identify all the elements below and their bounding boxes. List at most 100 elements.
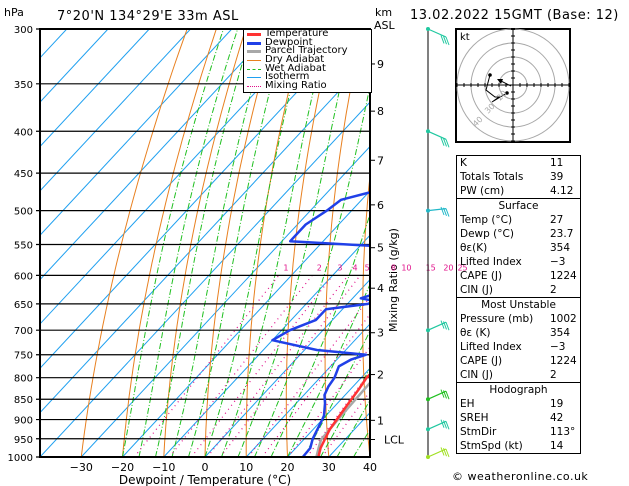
index-value: 1002 [550, 313, 577, 325]
mixing-ratio-label: 5 [365, 263, 370, 272]
section-title: Surface [498, 200, 539, 212]
index-label: Pressure (mb) [460, 313, 534, 325]
index-value: 11 [550, 157, 564, 169]
section-title: Hodograph [489, 384, 548, 396]
barb-feather [440, 35, 445, 44]
index-label: PW (cm) [460, 185, 505, 197]
isotherm-line [40, 29, 150, 148]
legend-item: Parcel Trajectory [244, 45, 371, 57]
index-row: Lifted Index −3 [457, 255, 580, 269]
mixing-ratio-label: 3 [337, 263, 342, 272]
index-row: K 11 [457, 156, 580, 170]
dry-adiabat-line [596, 29, 629, 457]
height-tick-label: 1 [377, 414, 384, 427]
x-tick-label: −20 [111, 461, 134, 474]
legend-label: Parcel Trajectory [265, 45, 348, 57]
index-value: 19 [550, 398, 564, 410]
index-value: 23.7 [550, 228, 574, 240]
dry-adiabat-line [626, 29, 629, 457]
mixing-ratio-label: 4 [353, 263, 358, 272]
legend-swatch [247, 85, 261, 87]
barb-feather [443, 448, 447, 457]
mixing-ratio-axis-title: Mixing Ratio (g/kg) [387, 228, 400, 332]
indices-table: K 11 Totals Totals 39 PW (cm) 4.12 Surface Tem… [456, 155, 581, 454]
wet-adiabat-line [221, 29, 329, 457]
asl-label: ASL [374, 19, 395, 32]
legend-swatch [247, 77, 261, 79]
height-tick-label: 9 [377, 58, 384, 71]
mixing-ratio-label: 1 [283, 263, 288, 272]
barb-feather [445, 391, 450, 400]
barb-feather [443, 390, 447, 399]
index-label: CAPE (J) [460, 270, 503, 282]
pressure-tick-label: 550 [14, 240, 33, 251]
x-axis-title: Dewpoint / Temperature (°C) [119, 473, 291, 486]
mixing-ratio-line [261, 313, 370, 457]
wet-adiabat-line [155, 29, 254, 457]
barb-feather [440, 389, 445, 398]
parcel-trajectory-line [315, 380, 370, 457]
storm-motion-arrow [497, 79, 503, 84]
index-value: 2 [550, 284, 557, 296]
barb-shaft [427, 448, 447, 458]
isotherm-line [287, 367, 370, 457]
barb-feather [445, 208, 450, 217]
height-tick-label: 8 [377, 105, 384, 118]
isotherm-line [40, 101, 370, 457]
pressure-tick-label: 950 [14, 435, 33, 446]
index-label: Temp (°C) [460, 214, 513, 226]
barb-shaft [427, 390, 447, 400]
index-value: 27 [550, 214, 564, 226]
wind-barb [426, 320, 450, 333]
mixing-ratio-label: 20 [443, 263, 453, 272]
legend-item: Temperature [244, 29, 371, 39]
index-value: 1224 [550, 270, 577, 282]
legend-label: Dry Adiabat [265, 54, 325, 66]
index-value: 113° [550, 426, 576, 438]
section-title: Most Unstable [481, 299, 556, 311]
isotherm-line [40, 29, 109, 103]
dry-adiabat-line [80, 29, 188, 457]
plot-frame [39, 28, 371, 458]
isotherm-line [204, 278, 370, 457]
barb-feather [443, 207, 447, 216]
index-row: CIN (J) 2 [457, 368, 580, 382]
index-value: 354 [550, 242, 571, 254]
wind-barbs [426, 27, 450, 459]
x-tick-label: −30 [70, 461, 93, 474]
height-tick-label: 5 [377, 242, 384, 255]
barb-feather [443, 138, 447, 147]
legend-item: Dry Adiabat [244, 54, 371, 66]
barb-feather [443, 36, 447, 45]
mixing-ratio-label: 25 [457, 263, 467, 272]
barb-feather [445, 322, 450, 331]
barb-feather [445, 36, 450, 46]
index-value: 1224 [550, 355, 577, 367]
index-label: θε (K) [460, 327, 491, 339]
mixing-ratio-line [321, 390, 370, 457]
barb-feather [445, 448, 450, 458]
index-label: Totals Totals [460, 171, 524, 183]
barb-shaft [427, 28, 447, 38]
datetime-title: 13.02.2022 15GMT (Base: 12) [410, 8, 619, 23]
height-tick-label: 2 [377, 369, 384, 382]
pressure-unit-label: hPa [4, 6, 24, 19]
x-tick-label: 10 [239, 461, 253, 474]
index-row: Pressure (mb) 1002 [457, 312, 580, 326]
index-label: EH [460, 398, 475, 410]
index-label: CIN (J) [460, 284, 493, 296]
mixing-ratio-label: 8 [391, 263, 396, 272]
dry-adiabat-line [122, 29, 217, 457]
hodograph-point [505, 91, 509, 95]
index-row: CAPE (J) 1224 [457, 354, 580, 368]
wind-barb [426, 129, 450, 148]
temperature-line [317, 372, 370, 457]
barb-feather [440, 447, 445, 456]
legend-item: Wet Adiabat [244, 63, 371, 74]
pressure-tick-label: 400 [14, 127, 33, 138]
index-row: Totals Totals 39 [457, 170, 580, 184]
isotherm-line [245, 323, 370, 457]
wind-barb [426, 447, 450, 459]
